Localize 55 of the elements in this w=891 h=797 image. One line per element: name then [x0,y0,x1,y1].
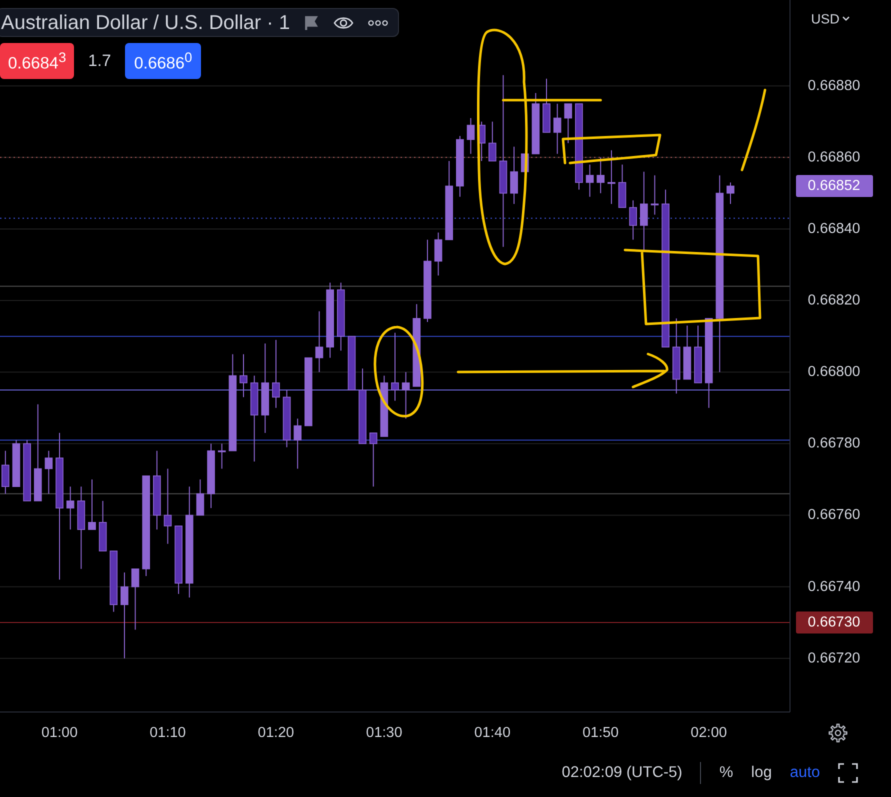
candlestick [434,232,442,276]
candlestick [553,103,562,154]
x-tick-label: 01:20 [258,725,294,741]
candlestick [88,478,96,530]
text: % [719,764,734,782]
candlestick [402,372,410,420]
y-tick-label: 0.66780 [808,436,860,452]
x-tick-label: 01:40 [474,725,511,741]
ref-line-label: 0.66730 [808,614,860,631]
x-tick-label: 02:00 [690,725,727,741]
candlestick [650,174,659,216]
candlestick [44,450,53,494]
y-tick-label: 0.66840 [808,220,860,237]
candlestick [586,164,594,198]
y-tick-label: 0.66800 [808,364,860,380]
y-tick-label: 0.66720 [808,650,860,666]
x-tick-label: 01:00 [41,725,78,741]
candlestick [608,150,616,204]
candlestick [272,339,280,408]
text: log [751,764,772,782]
candlestick [315,310,324,373]
candlestick [369,432,378,488]
annotation: 0.6684$^{3}$ [0,43,74,78]
candlestick [488,121,496,162]
candlestick [629,200,637,240]
y-tick-label: 0.66820 [808,292,860,309]
annotation: 0.6686$^{0}$ [125,43,202,78]
y-axis-title: USD [811,12,840,26]
y-tick-label: 0.66880 [808,78,860,94]
x-tick-label: 01:10 [150,725,186,741]
candlestick [66,486,74,530]
annotation: 1.7 [87,50,112,72]
x-tick-label: 01:30 [366,725,402,741]
text: 02:02:09 (UTC-5) [562,764,682,782]
candlestick [391,332,399,402]
candlestick [726,182,734,204]
text: auto [790,764,820,782]
candlestick [240,354,248,398]
candlestick [596,156,605,194]
text: 0.66852 [808,178,860,194]
y-tick-label: 0.66860 [808,149,860,166]
candlestick [196,478,204,516]
candlestick [466,118,475,154]
candlestick [564,103,572,144]
header-panel: Australian Dollar / U.S. Dollar · 1 [0,8,399,37]
candlestick [120,572,128,659]
candlestick [1,450,10,494]
candlestick [640,171,648,251]
candlestick [164,468,172,544]
y-tick-label: 0.66760 [808,507,860,524]
x-tick-label: 01:50 [582,725,619,741]
candlestick [510,146,518,204]
candlestick [131,568,140,630]
y-tick-label: 0.66740 [808,578,860,595]
candlestick [294,418,302,470]
